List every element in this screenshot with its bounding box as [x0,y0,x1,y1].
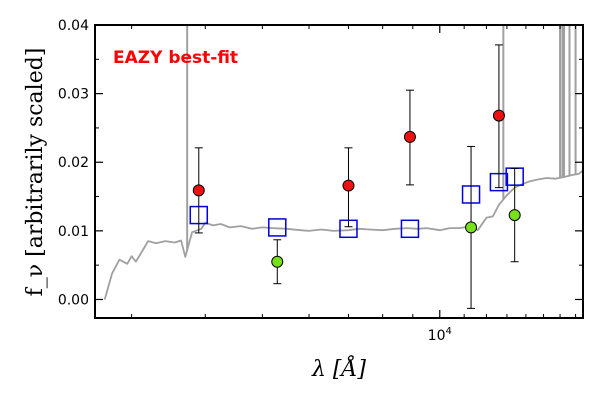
y-tick-label: 0.00 [58,292,89,308]
plot-frame [94,24,584,319]
y-axis-title: f_ν [arbitrarily scaled] [23,48,48,297]
observed-point-detected [192,184,205,197]
annotation-eazy-best-fit: EAZY best-fit [113,48,238,68]
observed-point-low [508,209,521,222]
y-tick-label: 0.01 [58,224,89,240]
observed-point-low [271,255,284,268]
model-photometry-square [268,218,287,237]
x-axis-title: λ [Å] [311,354,366,382]
y-tick-label: 0.03 [58,87,89,103]
observed-point-detected [342,179,355,192]
observed-point-low [465,221,478,234]
y-tick-label: 0.04 [58,18,89,34]
observed-point-detected [403,130,416,143]
y-tick-label: 0.02 [58,155,89,171]
model-photometry-square [400,219,420,239]
observed-point-detected [492,109,505,122]
